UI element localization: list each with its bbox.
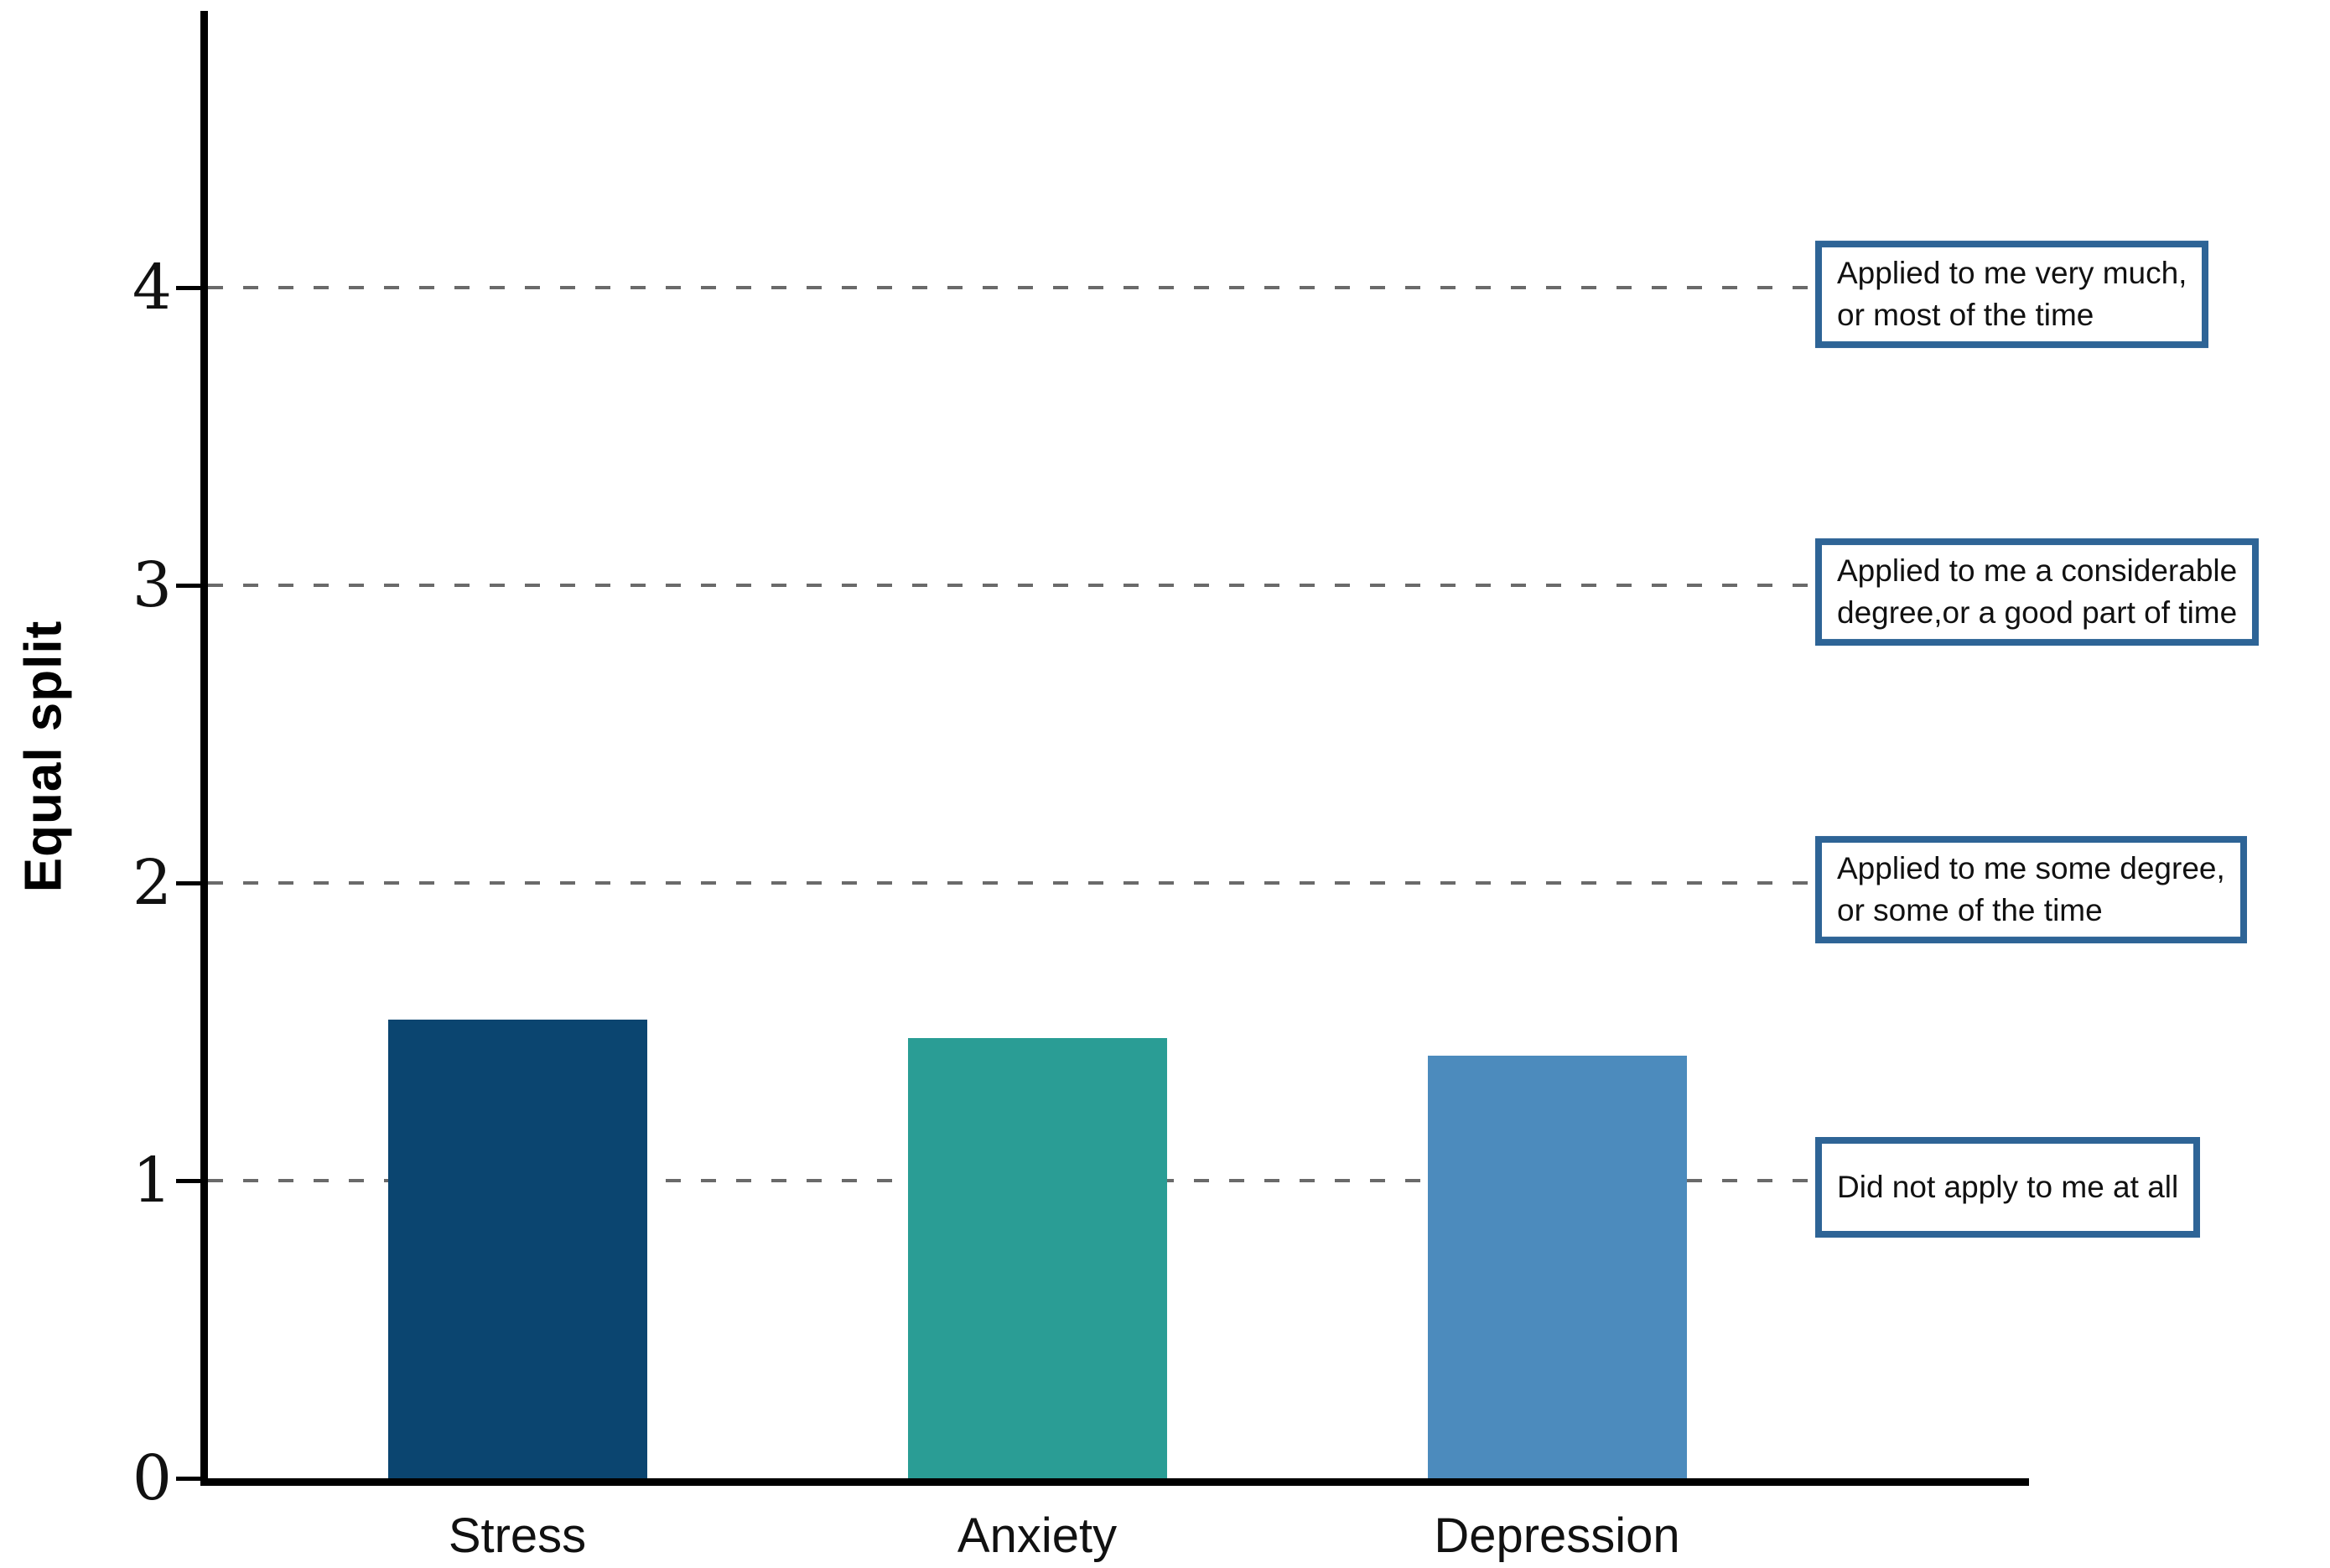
bar-stress xyxy=(387,1020,647,1478)
annotation-box-y1: Did not apply to me at all xyxy=(1815,1137,2201,1238)
x-tick-label-depression: Depression xyxy=(1434,1508,1680,1563)
y-tick-mark xyxy=(176,880,208,885)
y-axis-line xyxy=(200,11,208,1486)
x-axis-line xyxy=(200,1478,2029,1486)
y-tick-mark xyxy=(176,1178,208,1183)
annotation-box-y2: Applied to me some degree, or some of th… xyxy=(1815,836,2247,943)
bar-anxiety xyxy=(907,1037,1167,1478)
y-tick-label: 0 xyxy=(132,1442,172,1514)
bar-depression xyxy=(1427,1055,1687,1478)
gridline xyxy=(208,286,1811,289)
gridline xyxy=(208,881,1811,885)
y-tick-label: 1 xyxy=(132,1145,172,1217)
annotation-box-y3: Applied to me a considerable degree,or a… xyxy=(1815,538,2260,646)
y-tick-label: 4 xyxy=(132,252,172,324)
y-tick-label: 2 xyxy=(132,847,172,919)
y-tick-mark xyxy=(176,583,208,588)
y-tick-mark xyxy=(176,1476,208,1481)
y-tick-mark xyxy=(176,285,208,290)
annotation-box-y4: Applied to me very much, or most of the … xyxy=(1815,241,2209,348)
x-tick-label-stress: Stress xyxy=(448,1508,587,1563)
x-tick-label-anxiety: Anxiety xyxy=(957,1508,1118,1563)
y-tick-label: 3 xyxy=(132,549,172,621)
gridline xyxy=(208,584,1811,587)
